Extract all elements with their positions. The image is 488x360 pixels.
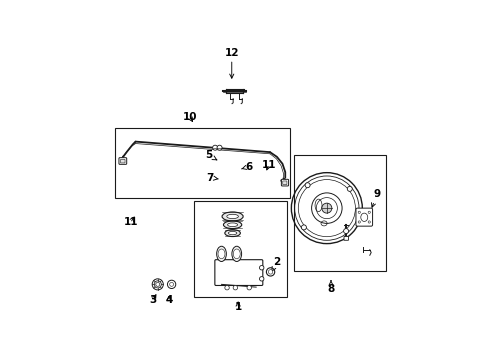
Circle shape <box>305 183 309 188</box>
Bar <box>293 156 386 270</box>
Circle shape <box>321 203 331 213</box>
Text: 5: 5 <box>205 150 216 161</box>
Circle shape <box>224 285 229 290</box>
Text: 3: 3 <box>149 294 156 305</box>
Circle shape <box>154 281 161 288</box>
Text: 11: 11 <box>261 160 275 170</box>
Text: 2: 2 <box>271 257 280 271</box>
Text: 9: 9 <box>371 189 380 207</box>
Circle shape <box>156 283 160 286</box>
Circle shape <box>343 229 348 234</box>
FancyBboxPatch shape <box>214 260 262 285</box>
Ellipse shape <box>218 249 224 259</box>
Text: 4: 4 <box>165 294 172 305</box>
Circle shape <box>212 145 217 150</box>
Circle shape <box>152 279 163 290</box>
Circle shape <box>268 270 272 274</box>
Ellipse shape <box>216 246 226 261</box>
Circle shape <box>346 186 351 192</box>
Circle shape <box>301 225 306 230</box>
Text: 8: 8 <box>326 281 334 293</box>
Circle shape <box>259 266 264 270</box>
Text: 6: 6 <box>241 162 252 172</box>
FancyBboxPatch shape <box>355 208 372 226</box>
Circle shape <box>246 285 251 290</box>
Text: 7: 7 <box>206 173 218 183</box>
Ellipse shape <box>227 223 237 226</box>
FancyBboxPatch shape <box>282 181 286 185</box>
Text: 10: 10 <box>182 112 197 122</box>
Ellipse shape <box>233 249 240 259</box>
Circle shape <box>357 221 360 223</box>
Ellipse shape <box>222 212 243 221</box>
Circle shape <box>233 285 237 290</box>
Circle shape <box>169 283 173 286</box>
Ellipse shape <box>223 221 241 229</box>
Circle shape <box>167 280 175 288</box>
Circle shape <box>367 211 369 213</box>
Ellipse shape <box>226 214 238 219</box>
Circle shape <box>217 145 222 150</box>
Circle shape <box>357 211 360 213</box>
FancyBboxPatch shape <box>119 158 126 164</box>
FancyBboxPatch shape <box>121 159 125 163</box>
Ellipse shape <box>228 231 236 235</box>
Circle shape <box>367 221 369 223</box>
Circle shape <box>259 276 264 281</box>
Ellipse shape <box>231 246 241 261</box>
Bar <box>193 201 286 297</box>
Ellipse shape <box>224 230 240 237</box>
Text: 1: 1 <box>234 302 241 312</box>
FancyBboxPatch shape <box>281 179 288 186</box>
FancyBboxPatch shape <box>344 237 348 240</box>
Bar <box>115 128 289 198</box>
Text: 11: 11 <box>123 217 138 227</box>
Text: 12: 12 <box>224 48 239 78</box>
